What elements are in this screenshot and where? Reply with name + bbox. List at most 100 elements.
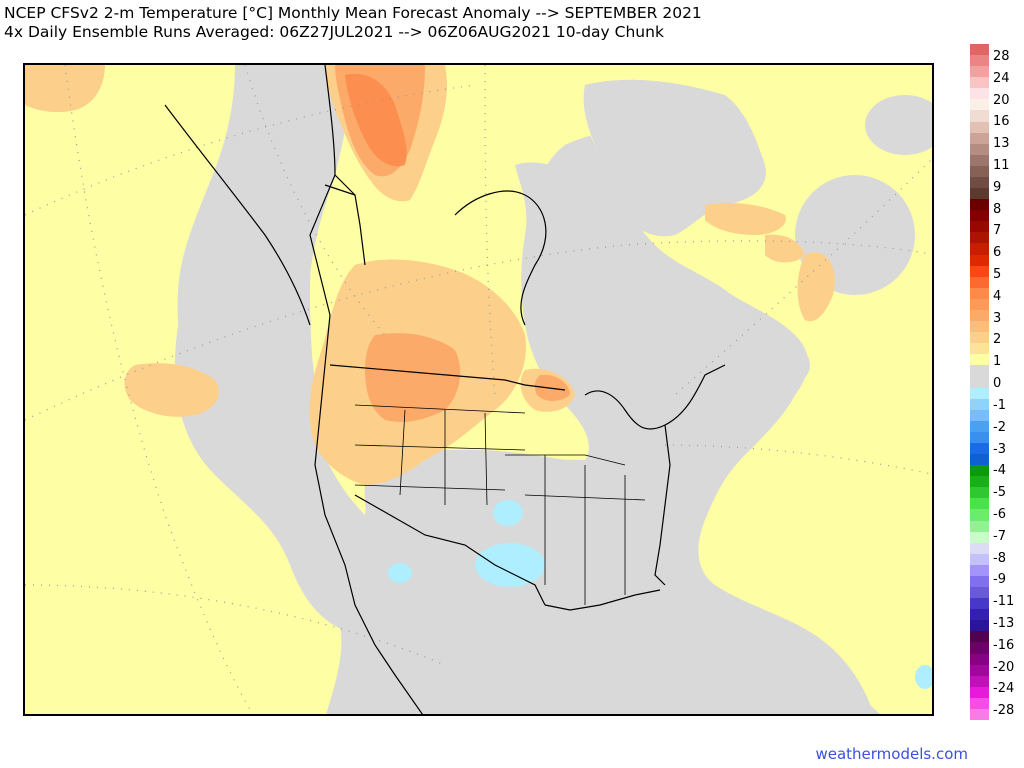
anomaly-plus4-yukon bbox=[345, 73, 407, 167]
legend-swatch bbox=[970, 454, 989, 466]
legend-swatch bbox=[970, 110, 989, 123]
legend-swatch bbox=[970, 564, 989, 577]
legend-label: 4 bbox=[993, 288, 1002, 304]
legend-swatch bbox=[970, 55, 989, 67]
legend-swatch bbox=[970, 420, 989, 433]
legend-label: -16 bbox=[993, 637, 1015, 653]
legend-swatch bbox=[970, 642, 989, 654]
legend-swatch bbox=[970, 132, 989, 145]
legend-swatch bbox=[970, 609, 989, 621]
legend-label: -2 bbox=[993, 419, 1006, 435]
legend-label: 13 bbox=[993, 136, 1010, 152]
legend-label: 3 bbox=[993, 310, 1002, 326]
legend-swatch bbox=[970, 620, 989, 632]
legend-swatch bbox=[970, 531, 989, 544]
legend-swatch bbox=[970, 553, 989, 566]
legend-label: -8 bbox=[993, 550, 1006, 566]
legend-swatch bbox=[970, 653, 989, 666]
legend-swatch bbox=[970, 398, 989, 411]
legend-swatch bbox=[970, 542, 989, 555]
legend-label: -20 bbox=[993, 659, 1015, 675]
greenland-neutral bbox=[583, 79, 766, 237]
legend-swatch bbox=[970, 587, 989, 599]
map-title: NCEP CFSv2 2-m Temperature [°C] Monthly … bbox=[4, 4, 702, 42]
legend-swatch bbox=[970, 509, 989, 522]
legend-swatch bbox=[970, 77, 989, 89]
legend-swatch bbox=[970, 376, 989, 389]
legend-swatch bbox=[970, 199, 989, 211]
legend-swatch bbox=[970, 343, 989, 355]
legend-swatch bbox=[970, 121, 989, 134]
legend-label: 5 bbox=[993, 267, 1002, 283]
legend-swatch bbox=[970, 287, 989, 300]
legend-swatch bbox=[970, 664, 989, 677]
legend-swatch bbox=[970, 298, 989, 311]
legend-swatch bbox=[970, 487, 989, 499]
legend-label: 28 bbox=[993, 49, 1010, 64]
legend-label: -1 bbox=[993, 397, 1006, 413]
legend-label: -5 bbox=[993, 485, 1006, 501]
legend-swatch bbox=[970, 309, 989, 322]
legend-label: 20 bbox=[993, 92, 1010, 108]
legend-swatch bbox=[970, 44, 989, 56]
legend-swatch bbox=[970, 154, 989, 167]
legend-label: 7 bbox=[993, 223, 1002, 239]
legend-swatch bbox=[970, 598, 989, 610]
legend-swatch bbox=[970, 99, 989, 111]
legend-swatch bbox=[970, 143, 989, 156]
legend-label: 1 bbox=[993, 354, 1002, 370]
legend-label: 11 bbox=[993, 158, 1010, 174]
legend-swatch bbox=[970, 697, 989, 710]
legend-label: -28 bbox=[993, 703, 1015, 719]
map-canvas bbox=[25, 65, 932, 714]
legend-label: 2 bbox=[993, 332, 1002, 348]
legend-swatch bbox=[970, 66, 989, 78]
legend-swatch bbox=[970, 575, 989, 588]
temperature-anomaly-map bbox=[23, 63, 934, 716]
legend-swatch bbox=[970, 465, 989, 477]
legend-label: 24 bbox=[993, 70, 1010, 86]
legend-label: 8 bbox=[993, 201, 1002, 217]
legend-swatch bbox=[970, 276, 989, 289]
legend-label: -11 bbox=[993, 594, 1015, 610]
legend-swatch bbox=[970, 431, 989, 444]
legend-label: -13 bbox=[993, 615, 1015, 631]
anomaly-minus1-texas bbox=[475, 543, 545, 587]
legend-label: -3 bbox=[993, 441, 1006, 457]
legend-swatch bbox=[970, 708, 989, 721]
legend-swatch bbox=[970, 686, 989, 699]
legend-label: 9 bbox=[993, 179, 1002, 195]
legend-swatch bbox=[970, 88, 989, 100]
legend-swatch bbox=[970, 210, 989, 222]
legend-label: -4 bbox=[993, 463, 1006, 479]
legend-swatch bbox=[970, 265, 989, 278]
legend-label: 16 bbox=[993, 114, 1010, 130]
legend-label: -6 bbox=[993, 506, 1006, 522]
legend-label: 0 bbox=[993, 376, 1002, 392]
legend-swatch bbox=[970, 520, 989, 533]
legend-label: -24 bbox=[993, 681, 1015, 697]
legend-swatch bbox=[970, 442, 989, 455]
legend-swatch bbox=[970, 354, 989, 366]
legend-swatch bbox=[970, 476, 989, 488]
legend-swatch bbox=[970, 498, 989, 510]
legend-swatch bbox=[970, 165, 989, 178]
legend-swatch bbox=[970, 675, 989, 688]
legend-swatch bbox=[970, 221, 989, 233]
legend-label: -7 bbox=[993, 528, 1006, 544]
legend-swatch bbox=[970, 365, 989, 377]
legend-swatch bbox=[970, 387, 989, 400]
credit-link[interactable]: weathermodels.com bbox=[815, 745, 968, 763]
legend-swatch bbox=[970, 243, 989, 256]
title-line-1: NCEP CFSv2 2-m Temperature [°C] Monthly … bbox=[4, 4, 702, 22]
legend-swatch bbox=[970, 176, 989, 189]
legend-swatch bbox=[970, 232, 989, 244]
legend-label: 6 bbox=[993, 245, 1002, 261]
legend-swatch bbox=[970, 254, 989, 267]
legend-swatch bbox=[970, 631, 989, 643]
legend-label: -9 bbox=[993, 572, 1006, 588]
title-line-2: 4x Daily Ensemble Runs Averaged: 06Z27JU… bbox=[4, 23, 664, 41]
legend-swatch bbox=[970, 188, 989, 200]
legend-swatch bbox=[970, 409, 989, 422]
legend-swatch bbox=[970, 332, 989, 344]
